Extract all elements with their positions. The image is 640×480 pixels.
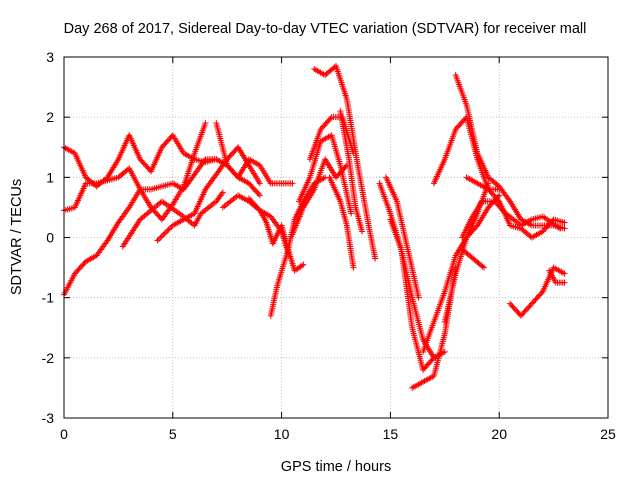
plus-marker: [350, 264, 357, 271]
y-tick-label: 0: [46, 230, 54, 246]
x-tick-label: 5: [169, 426, 177, 442]
plus-marker: [167, 225, 174, 232]
plus-marker: [300, 261, 307, 268]
plus-marker: [158, 233, 165, 240]
y-tick-label: -1: [42, 290, 55, 306]
plus-marker: [154, 237, 161, 244]
plus-marker: [256, 192, 263, 199]
series-arc9: [267, 174, 329, 319]
marks: [61, 63, 568, 391]
series-arc12: [306, 114, 357, 163]
plus-marker: [298, 262, 305, 269]
series-arc25: [459, 198, 564, 241]
plus-marker: [359, 228, 366, 235]
plus-marker: [157, 234, 164, 241]
y-tick-label: -3: [42, 410, 55, 426]
series-arc7: [219, 192, 292, 256]
plus-marker: [327, 115, 334, 122]
y-axis-label: SDTVAR / TECUs: [9, 179, 25, 295]
plus-marker: [160, 232, 167, 239]
x-tick-label: 20: [491, 426, 507, 442]
plus-marker: [561, 279, 568, 286]
plus-marker: [372, 255, 379, 262]
series-arc15: [337, 108, 366, 235]
y-tick-label: 1: [46, 169, 54, 185]
x-axis-label: GPS time / hours: [281, 459, 391, 475]
series-arc14: [326, 174, 357, 271]
series-arc11: [296, 132, 355, 217]
plus-marker: [480, 264, 487, 271]
grid: [64, 57, 608, 418]
plus-marker: [557, 225, 564, 232]
series-arc26: [459, 246, 487, 271]
plus-marker: [348, 210, 355, 217]
x-tick-label: 10: [274, 426, 290, 442]
series-arc23: [452, 72, 568, 232]
x-tick-label: 15: [383, 426, 399, 442]
plus-marker: [202, 120, 209, 127]
x-tick-label: 0: [60, 426, 68, 442]
x-tick-label: 25: [600, 426, 616, 442]
series-arc10: [289, 156, 350, 238]
plus-marker: [501, 209, 508, 216]
plus-marker: [561, 219, 568, 226]
plus-marker: [164, 227, 171, 234]
y-tick-label: -2: [42, 350, 55, 366]
plus-marker: [485, 180, 492, 187]
plus-marker: [255, 206, 262, 213]
series-arc8: [245, 195, 307, 274]
plus-marker: [161, 230, 168, 237]
series-arc13: [311, 63, 379, 262]
plus-marker: [256, 180, 263, 187]
chart-title: Day 268 of 2017, Sidereal Day-to-day VTE…: [64, 21, 587, 37]
plus-marker: [538, 289, 545, 296]
plus-marker: [155, 236, 162, 243]
series-arc20: [420, 192, 503, 355]
ticks: 0 5 10 15 20 25 -3 -2 -1 0 1 2 3: [42, 49, 616, 442]
plus-marker: [561, 270, 568, 277]
series-arc18: [387, 216, 437, 373]
plus-marker: [415, 294, 422, 301]
y-tick-label: 2: [46, 109, 54, 125]
series-arc4: [119, 189, 226, 250]
y-tick-label: 3: [46, 49, 54, 65]
plus-marker: [255, 191, 262, 198]
plus-marker: [162, 229, 169, 236]
plus-marker: [289, 180, 296, 187]
plus-marker: [430, 354, 437, 361]
plus-marker: [219, 189, 226, 196]
series-arc17: [383, 174, 422, 301]
series-arc28: [546, 267, 568, 286]
plus-marker: [496, 192, 503, 199]
series-arc3: [61, 120, 209, 223]
plus-marker: [429, 356, 436, 363]
plus-marker: [441, 348, 448, 355]
plus-marker: [479, 263, 486, 270]
series-arc27: [507, 264, 568, 319]
plus-marker: [165, 226, 172, 233]
series-arc6: [213, 120, 296, 187]
